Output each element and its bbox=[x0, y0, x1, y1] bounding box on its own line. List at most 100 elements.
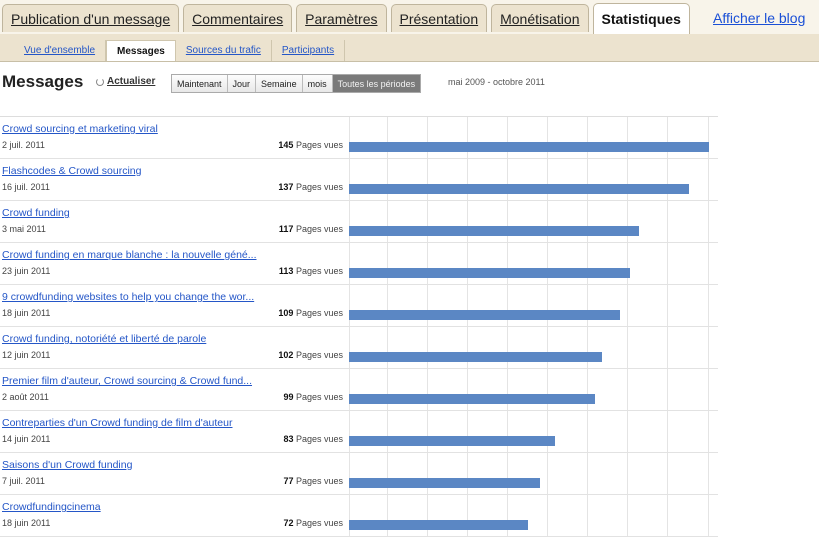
refresh-label[interactable]: Actualiser bbox=[107, 76, 156, 87]
grid-line bbox=[507, 117, 508, 537]
page-views-bar bbox=[349, 310, 620, 320]
post-title-link[interactable]: Crowd funding en marque blanche : la nou… bbox=[2, 249, 257, 261]
page-views-bar bbox=[349, 478, 540, 488]
tab-label: Commentaires bbox=[192, 10, 284, 27]
post-title-link[interactable]: Premier film d'auteur, Crowd sourcing & … bbox=[2, 375, 253, 387]
grid-line bbox=[627, 117, 628, 537]
post-title-link[interactable]: 9 crowdfunding websites to help you chan… bbox=[2, 291, 255, 303]
page-views-unit: Pages vues bbox=[295, 434, 343, 444]
page-views: 102 Pages vues bbox=[278, 350, 343, 360]
tab-statistiques[interactable]: Statistiques bbox=[592, 3, 690, 34]
page-views-count: 102 bbox=[278, 350, 294, 360]
page-views: 72 Pages vues bbox=[283, 518, 343, 528]
page-views-count: 77 bbox=[283, 476, 294, 486]
page-views-unit: Pages vues bbox=[295, 224, 343, 234]
subtab-sources-du-trafic[interactable]: Sources du trafic bbox=[176, 40, 272, 61]
period-jour[interactable]: Jour bbox=[227, 75, 257, 92]
tab-publication-d-un-message[interactable]: Publication d'un message bbox=[2, 4, 180, 32]
tab-label: Présentation bbox=[399, 10, 479, 27]
refresh-icon bbox=[96, 77, 104, 86]
page-views-count: 145 bbox=[278, 140, 294, 150]
grid-line bbox=[349, 117, 350, 537]
page-views: 145 Pages vues bbox=[278, 140, 343, 150]
page-views-count: 137 bbox=[278, 182, 294, 192]
post-date: 7 juil. 2011 bbox=[2, 476, 45, 486]
page-views-unit: Pages vues bbox=[295, 182, 343, 192]
table-row: Crowd funding en marque blanche : la nou… bbox=[0, 243, 718, 285]
post-stats-table: Crowd sourcing et marketing viral 2 juil.… bbox=[0, 116, 718, 537]
page-views: 99 Pages vues bbox=[283, 392, 343, 402]
period-maintenant[interactable]: Maintenant bbox=[172, 75, 228, 92]
table-row: 9 crowdfunding websites to help you chan… bbox=[0, 285, 718, 327]
table-row: Flashcodes & Crowd sourcing 16 juil. 2011… bbox=[0, 159, 718, 201]
refresh-button[interactable]: Actualiser bbox=[96, 76, 155, 87]
table-row: Premier film d'auteur, Crowd sourcing & … bbox=[0, 369, 718, 411]
subtab-vue-d-ensemble[interactable]: Vue d'ensemble bbox=[14, 40, 107, 61]
post-date: 12 juin 2011 bbox=[2, 350, 51, 360]
post-date: 2 août 2011 bbox=[2, 392, 49, 402]
post-title-link[interactable]: Crowdfundingcinema bbox=[2, 501, 101, 513]
post-date: 23 juin 2011 bbox=[2, 266, 51, 276]
page-views-bar bbox=[349, 142, 709, 152]
table-row: Crowdfundingcinema 18 juin 2011 72 Pages v… bbox=[0, 495, 718, 537]
view-blog-link[interactable]: Afficher le blog bbox=[713, 10, 806, 26]
period-mois[interactable]: mois bbox=[302, 75, 333, 92]
page-views-bar bbox=[349, 268, 630, 278]
page-views-unit: Pages vues bbox=[295, 476, 343, 486]
page-views-unit: Pages vues bbox=[295, 308, 343, 318]
page-views: 83 Pages vues bbox=[283, 434, 343, 444]
page-views: 109 Pages vues bbox=[278, 308, 343, 318]
page-views-bar bbox=[349, 352, 602, 362]
page-views-count: 99 bbox=[283, 392, 294, 402]
page-views: 113 Pages vues bbox=[279, 266, 343, 276]
page-views-bar bbox=[349, 226, 639, 236]
subtab-participants[interactable]: Participants bbox=[272, 40, 346, 61]
tab-commentaires[interactable]: Commentaires bbox=[183, 4, 293, 32]
table-row: Crowd funding, notoriété et liberté de p… bbox=[0, 327, 718, 369]
post-title-link[interactable]: Crowd funding, notoriété et liberté de p… bbox=[2, 333, 207, 345]
tab-label: Monétisation bbox=[500, 10, 580, 27]
page-views-unit: Pages vues bbox=[295, 392, 343, 402]
sub-tabs: Vue d'ensemble Messages Sources du trafic P… bbox=[14, 40, 346, 61]
tab-presentation[interactable]: Présentation bbox=[390, 4, 488, 32]
table-row: Crowd funding 3 mai 2011 117 Pages vues bbox=[0, 201, 718, 243]
page-views-count: 83 bbox=[283, 434, 294, 444]
post-date: 14 juin 2011 bbox=[2, 434, 51, 444]
page-views-bar bbox=[349, 394, 595, 404]
grid-line bbox=[387, 117, 388, 537]
tab-label: Statistiques bbox=[601, 11, 681, 27]
grid-line bbox=[708, 117, 709, 537]
page-views: 77 Pages vues bbox=[283, 476, 343, 486]
page-views-count: 113 bbox=[278, 266, 294, 276]
page-views-count: 109 bbox=[278, 308, 294, 318]
grid-line bbox=[427, 117, 428, 537]
period-selector: Maintenant Jour Semaine mois Toutes les péri… bbox=[171, 74, 422, 93]
post-title-link[interactable]: Crowd funding bbox=[2, 207, 70, 219]
page-views-bar bbox=[349, 436, 555, 446]
date-range: mai 2009 - octobre 2011 bbox=[448, 77, 545, 87]
subtab-messages[interactable]: Messages bbox=[106, 40, 176, 61]
period-toutes-les-periodes[interactable]: Toutes les périodes bbox=[332, 75, 421, 92]
post-title-link[interactable]: Contreparties d'un Crowd funding de film… bbox=[2, 417, 233, 429]
sub-tab-bar: Vue d'ensemble Messages Sources du trafic P… bbox=[0, 34, 819, 62]
grid-line bbox=[467, 117, 468, 537]
tab-monetisation[interactable]: Monétisation bbox=[491, 4, 589, 32]
tab-label: Paramètres bbox=[305, 10, 378, 27]
grid-line bbox=[587, 117, 588, 537]
page-views-unit: Pages vues bbox=[295, 518, 343, 528]
table-row: Crowd sourcing et marketing viral 2 juil.… bbox=[0, 117, 718, 159]
page-views-count: 72 bbox=[283, 518, 294, 528]
post-date: 2 juil. 2011 bbox=[2, 140, 45, 150]
tab-parametres[interactable]: Paramètres bbox=[296, 4, 387, 32]
main-tabs: Publication d'un message Commentaires Para… bbox=[2, 0, 694, 34]
post-date: 18 juin 2011 bbox=[2, 308, 51, 318]
grid-line bbox=[667, 117, 668, 537]
post-title-link[interactable]: Crowd sourcing et marketing viral bbox=[2, 123, 158, 135]
post-date: 3 mai 2011 bbox=[2, 224, 46, 234]
page-views: 117 Pages vues bbox=[279, 224, 343, 234]
period-semaine[interactable]: Semaine bbox=[256, 75, 303, 92]
page-views-unit: Pages vues bbox=[295, 350, 343, 360]
grid-line bbox=[547, 117, 548, 537]
post-title-link[interactable]: Flashcodes & Crowd sourcing bbox=[2, 165, 142, 177]
post-title-link[interactable]: Saisons d'un Crowd funding bbox=[2, 459, 133, 471]
